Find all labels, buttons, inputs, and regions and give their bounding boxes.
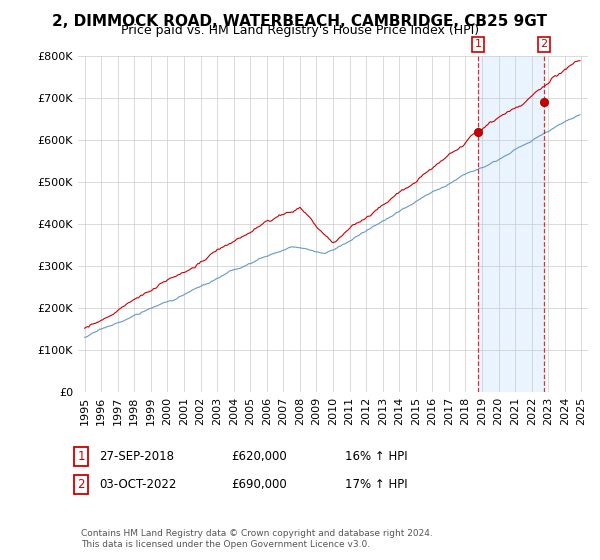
Text: £690,000: £690,000 [231, 478, 287, 491]
Bar [478, 56, 544, 392]
Text: 2: 2 [77, 478, 85, 491]
Text: 17% ↑ HPI: 17% ↑ HPI [345, 478, 407, 491]
Text: Contains HM Land Registry data © Crown copyright and database right 2024.
This d: Contains HM Land Registry data © Crown c… [81, 529, 433, 549]
Text: 1: 1 [77, 450, 85, 463]
Text: 03-OCT-2022: 03-OCT-2022 [99, 478, 176, 491]
Text: £620,000: £620,000 [231, 450, 287, 463]
Text: Price paid vs. HM Land Registry's House Price Index (HPI): Price paid vs. HM Land Registry's House … [121, 24, 479, 37]
Text: 16% ↑ HPI: 16% ↑ HPI [345, 450, 407, 463]
Text: 2: 2 [541, 39, 548, 49]
Text: 1: 1 [475, 39, 481, 49]
Text: 2, DIMMOCK ROAD, WATERBEACH, CAMBRIDGE, CB25 9GT: 2, DIMMOCK ROAD, WATERBEACH, CAMBRIDGE, … [53, 14, 548, 29]
Text: 27-SEP-2018: 27-SEP-2018 [99, 450, 174, 463]
